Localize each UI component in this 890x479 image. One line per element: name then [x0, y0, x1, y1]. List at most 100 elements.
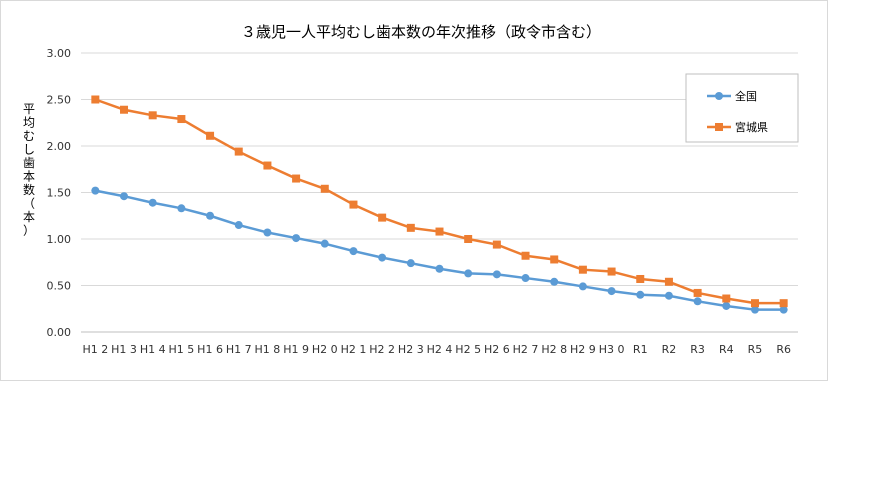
data-point: [492, 240, 501, 249]
x-tick-label: R1: [633, 343, 648, 356]
y-axis-label-char: 数: [23, 182, 35, 197]
legend-item: 全国: [707, 89, 757, 103]
x-tick-label: H1 7: [226, 343, 252, 356]
data-point: [349, 200, 358, 209]
data-point: [578, 265, 587, 274]
data-point: [607, 287, 616, 296]
data-point: [664, 291, 673, 300]
data-point: [550, 255, 559, 264]
x-tick-label: H1 6: [197, 343, 223, 356]
data-point: [263, 228, 272, 237]
data-point: [263, 161, 272, 170]
x-tick-label: H1 8: [255, 343, 281, 356]
data-point: [779, 305, 788, 314]
y-axis-label-char: 本: [23, 210, 35, 224]
x-tick-label: H1 9: [283, 343, 309, 356]
chart-area: ３歳児一人平均むし歯本数の年次推移（政令市含む） 0.00 0.50 1.00 1.5…: [0, 0, 828, 381]
y-tick-label: 0.00: [47, 326, 72, 339]
legend-label: 全国: [735, 89, 757, 103]
x-tick-label: H2 7: [513, 343, 539, 356]
x-tick-label: R5: [748, 343, 763, 356]
data-point: [406, 223, 415, 232]
y-axis-ticks: 0.00 0.50 1.00 1.50 2.00 2.50 3.00: [47, 47, 72, 339]
x-tick-label: H2 6: [484, 343, 510, 356]
series-line: [95, 189, 784, 311]
chart-title: ３歳児一人平均むし歯本数の年次推移（政令市含む）: [241, 23, 601, 41]
data-point: [578, 282, 587, 291]
data-point: [120, 105, 129, 114]
data-point: [435, 227, 444, 236]
x-tick-label: R6: [776, 343, 791, 356]
x-tick-label: H2 9: [570, 343, 596, 356]
data-point: [750, 305, 759, 314]
x-tick-label: H1 2: [82, 343, 108, 356]
x-tick-label: H2 1: [341, 343, 367, 356]
legend-item: 宮城県: [707, 120, 768, 134]
data-point: [148, 198, 157, 207]
y-axis-label: 平均むし歯本数（本）: [23, 102, 35, 238]
y-axis-label-char: ）: [23, 224, 35, 238]
x-axis-ticks: H1 2 H1 3 H1 4 H1 5 H1 6 H1 7 H1 8 H1 9 H2 0 H2 1…: [82, 343, 791, 356]
data-point: [779, 299, 788, 308]
data-point: [120, 192, 129, 201]
x-tick-label: R3: [690, 343, 705, 356]
y-axis-label-char: （: [23, 197, 35, 211]
x-tick-label: H3 0: [599, 343, 625, 356]
data-point: [722, 301, 731, 310]
legend-box: [685, 73, 799, 143]
data-point: [607, 267, 616, 276]
data-point: [636, 274, 645, 283]
legend-marker: [715, 92, 723, 100]
y-axis-label-char: 本: [23, 170, 35, 184]
data-point: [492, 270, 501, 279]
y-tick-label: 1.00: [47, 233, 72, 246]
y-axis-label-char: し: [23, 143, 35, 157]
series-2: [91, 95, 788, 308]
x-tick-label: H2 0: [312, 343, 338, 356]
x-tick-label: R4: [719, 343, 734, 356]
data-point: [206, 131, 215, 140]
data-point: [693, 297, 702, 306]
data-point: [722, 294, 731, 303]
data-point: [177, 204, 186, 213]
data-point: [148, 111, 157, 120]
y-tick-label: 3.00: [47, 47, 72, 60]
data-point: [292, 234, 301, 243]
data-point: [378, 213, 387, 222]
data-point: [750, 299, 759, 308]
series-1: [91, 186, 788, 314]
x-tick-label: H2 3: [398, 343, 424, 356]
legend-marker: [715, 123, 723, 131]
data-point: [234, 147, 243, 156]
data-point: [464, 269, 473, 278]
x-tick-label: H1 5: [168, 343, 194, 356]
y-axis-label-char: 均: [23, 116, 35, 130]
data-point: [435, 264, 444, 273]
y-tick-label: 2.50: [47, 94, 72, 107]
data-point: [349, 247, 358, 256]
y-tick-label: 0.50: [47, 280, 72, 293]
x-tick-label: H1 4: [140, 343, 166, 356]
data-point: [464, 235, 473, 243]
y-axis-label-char: 歯: [23, 156, 35, 170]
data-point: [206, 211, 215, 220]
y-axis-label-char: 平: [23, 102, 35, 116]
data-point: [378, 253, 387, 262]
data-point: [521, 274, 530, 283]
legend-label: 宮城県: [735, 120, 768, 134]
data-point: [91, 186, 100, 195]
data-point: [320, 239, 329, 248]
x-tick-label: H2 8: [541, 343, 567, 356]
grid-lines: [81, 52, 798, 333]
x-tick-label: H2 5: [455, 343, 481, 356]
x-tick-label: H1 3: [111, 343, 137, 356]
line-chart: ３歳児一人平均むし歯本数の年次推移（政令市含む） 0.00 0.50 1.00 1.5…: [23, 23, 799, 356]
data-point: [292, 174, 301, 183]
data-point: [234, 221, 243, 230]
data-point: [91, 95, 100, 104]
y-tick-label: 2.00: [47, 140, 72, 153]
x-tick-label: H2 2: [369, 343, 395, 356]
data-point: [320, 184, 329, 193]
data-point: [521, 251, 530, 260]
